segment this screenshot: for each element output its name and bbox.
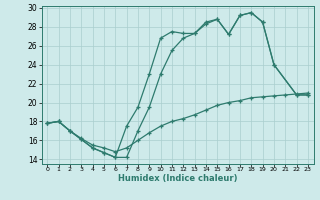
X-axis label: Humidex (Indice chaleur): Humidex (Indice chaleur) xyxy=(118,174,237,183)
